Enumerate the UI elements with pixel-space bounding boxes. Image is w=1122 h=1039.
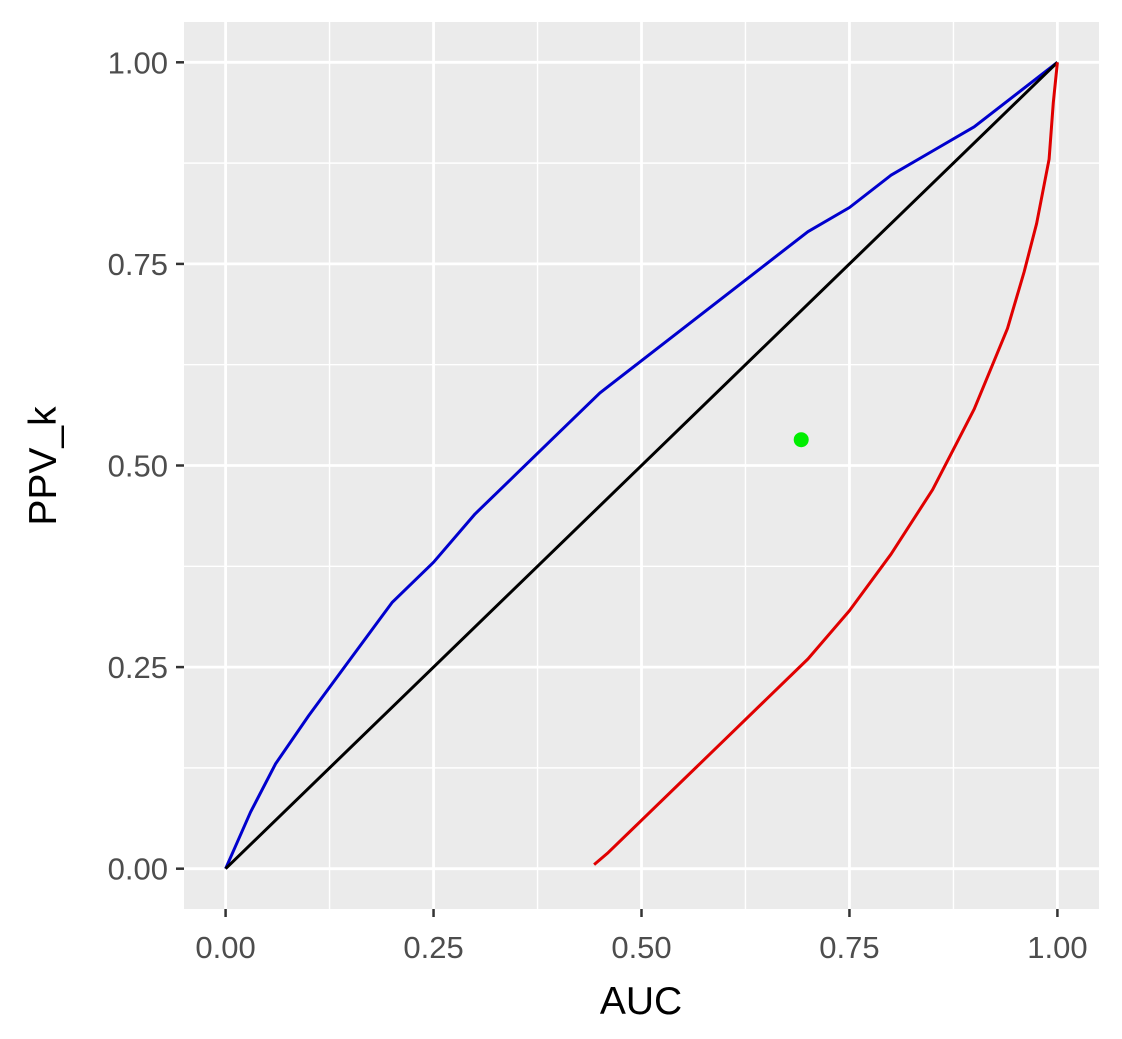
series-line-2 [224,61,1059,870]
x-tick-label: 0.25 [403,930,463,965]
series-layer [224,61,1059,870]
y-tick-label: 0.50 [108,449,168,484]
x-axis: 0.00 0.25 0.50 0.75 1.00 [195,909,1088,965]
x-tick-label: 0.75 [819,930,879,965]
x-tick-label: 0.50 [611,930,671,965]
y-tick-label: 0.00 [108,852,168,887]
x-axis-title: AUC [600,980,682,1023]
series-line-1 [224,61,1059,870]
y-tick-label: 0.75 [108,247,168,282]
x-tick-label: 1.00 [1027,930,1087,965]
y-tick-label: 0.25 [108,650,168,685]
y-axis-title: PPV_k [22,406,65,526]
y-axis: 0.00 0.25 0.50 0.75 1.00 [108,45,184,887]
series-line-3 [593,62,1059,866]
scatter-point [793,432,809,448]
x-tick-label: 0.00 [195,930,255,965]
y-tick-label: 1.00 [108,45,168,80]
